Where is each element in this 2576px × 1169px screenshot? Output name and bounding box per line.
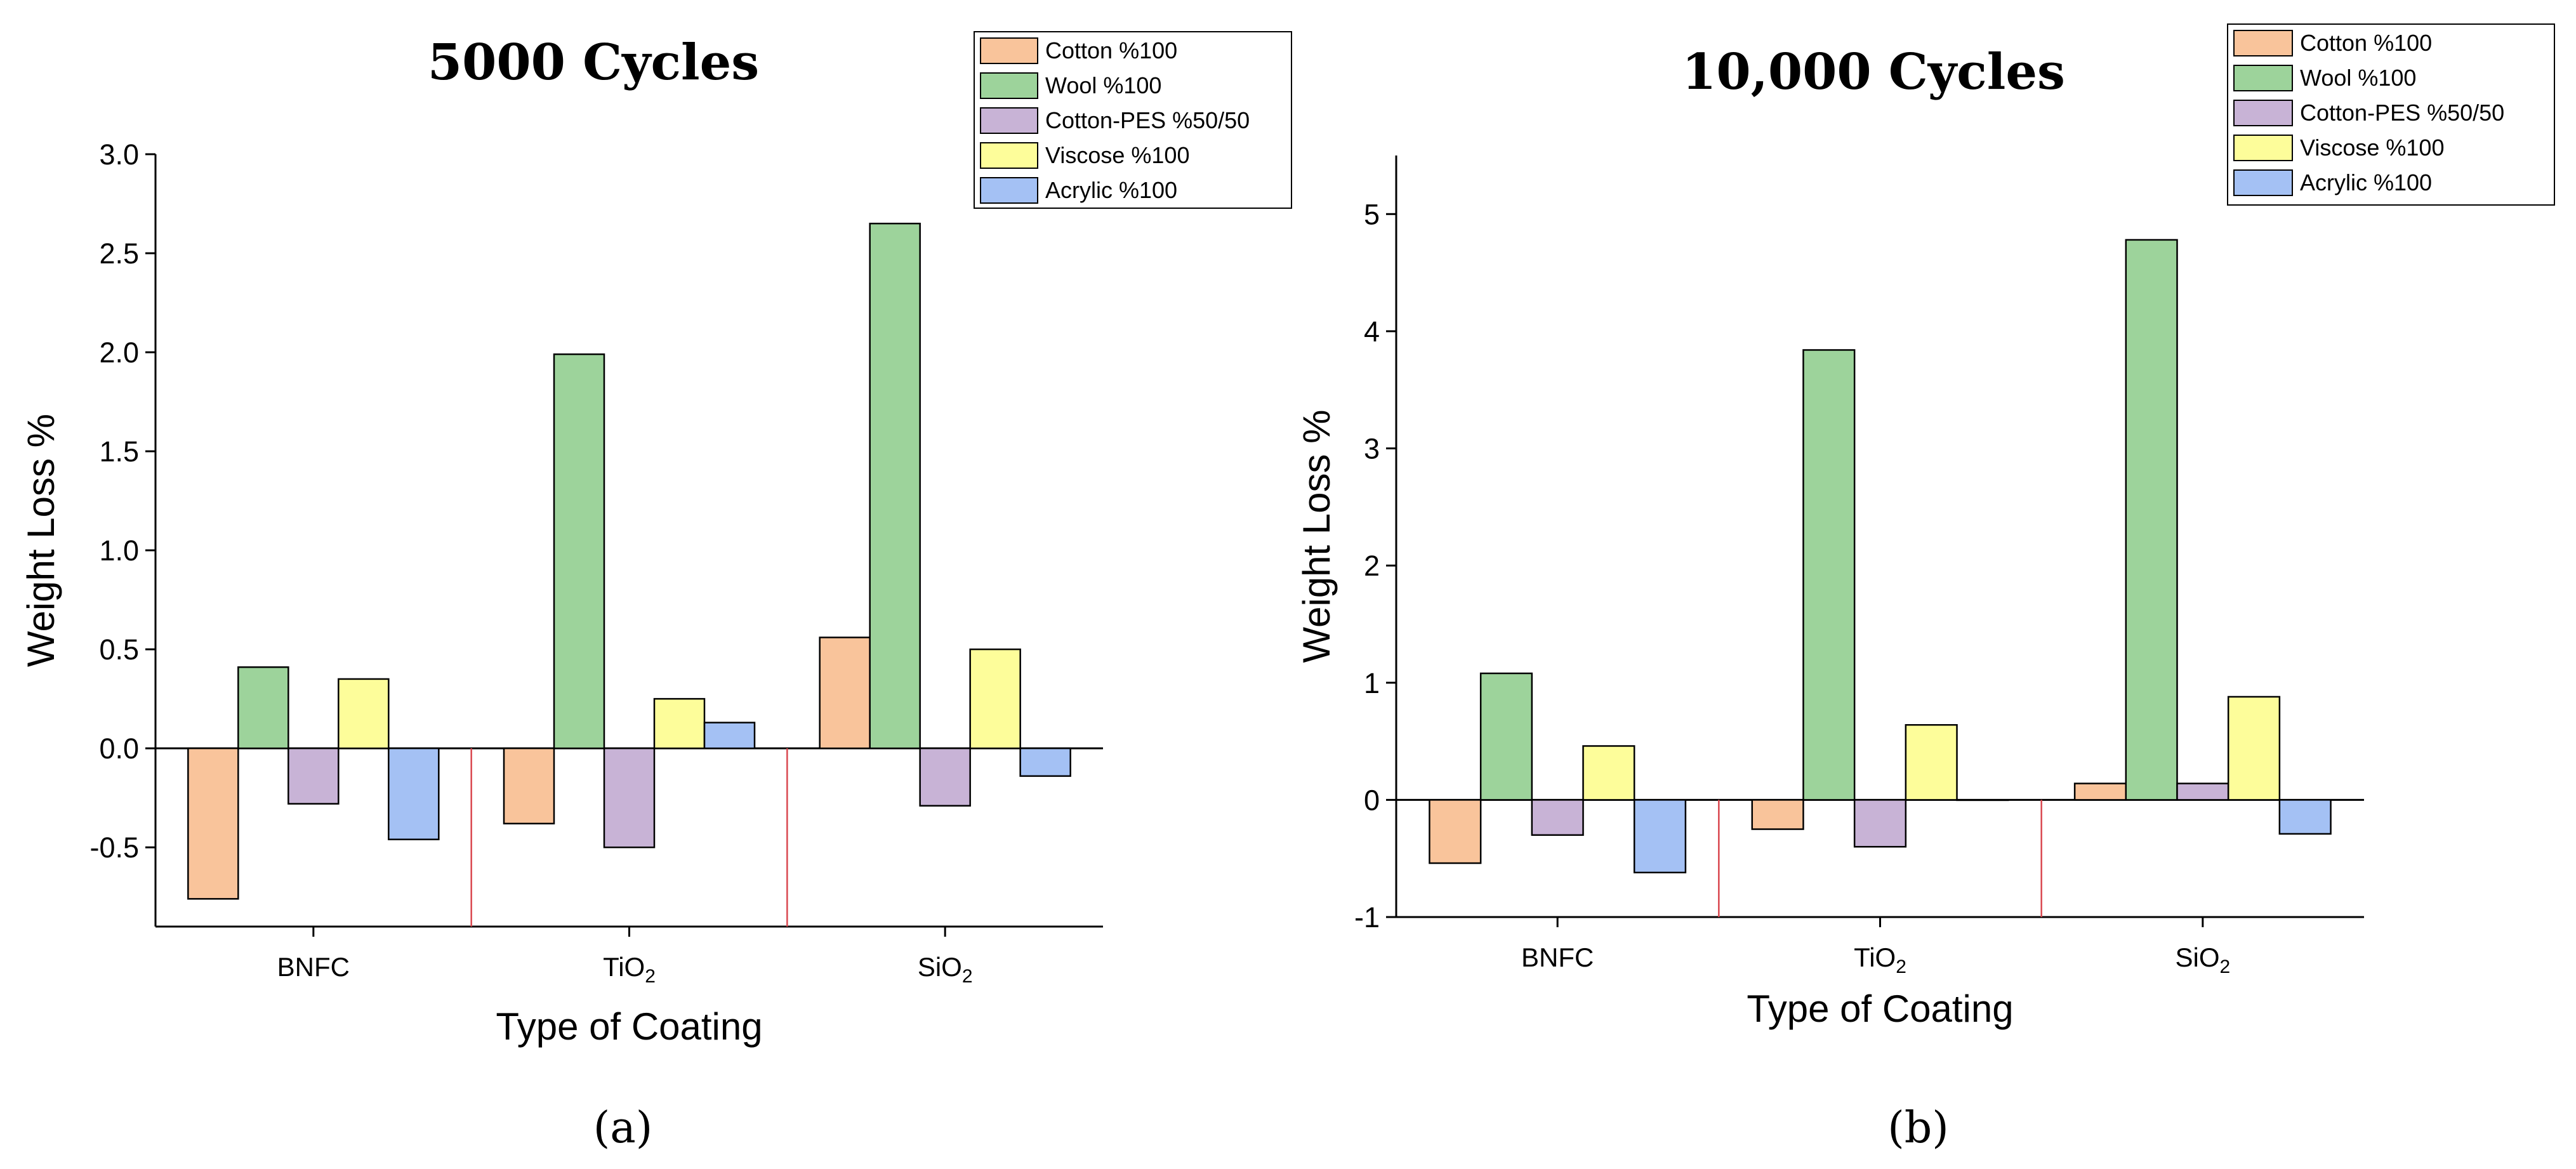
panel-label: (a) <box>593 1103 653 1153</box>
legend-swatch <box>980 142 1038 169</box>
bar <box>969 648 1021 750</box>
legend-label: Cotton-PES %50/50 <box>2300 100 2504 126</box>
legend-swatch <box>980 37 1038 64</box>
y-tick-label: 1.5 <box>99 435 139 468</box>
y-tick-label: -0.5 <box>89 831 139 864</box>
bar <box>338 678 390 750</box>
x-category-label: TiO2 <box>1854 942 1906 977</box>
bar <box>1905 723 1958 801</box>
y-tick-label: 5 <box>1364 198 1380 230</box>
bar <box>503 747 555 824</box>
bar <box>237 666 289 750</box>
legend-label: Viscose %100 <box>2300 135 2444 161</box>
bar <box>869 222 921 750</box>
y-tick-label: 0.0 <box>99 732 139 765</box>
x-category-label: SiO2 <box>918 952 973 987</box>
bar <box>2176 783 2229 801</box>
chart-10000-cycles: 10,000 Cycles 5 4 3 2 1 0 -1 BNFC TiO2 SiO2 Type of… <box>1295 23 2555 1153</box>
y-tick-label: 0.5 <box>99 633 139 666</box>
bar <box>1479 672 1533 801</box>
y-tick-label: 2 <box>1364 550 1380 582</box>
bar <box>819 637 871 750</box>
y-tick-label: 3 <box>1364 433 1380 465</box>
y-axis-title: Weight Loss % <box>1295 409 1338 663</box>
bar <box>919 747 971 807</box>
bar <box>1531 799 1584 836</box>
legend-swatch <box>980 72 1038 99</box>
bar <box>1802 349 1856 801</box>
y-tick-label: -1 <box>1354 901 1380 934</box>
x-category-label: SiO2 <box>2175 942 2230 977</box>
y-tick-label: 1.0 <box>99 534 139 567</box>
x-category-label: BNFC <box>1521 942 1594 972</box>
legend-label: Viscose %100 <box>1045 142 1189 168</box>
bar <box>287 747 340 805</box>
bar <box>2278 799 2332 835</box>
chart-title: 5000 Cycles <box>428 34 759 91</box>
legend-label: Cotton-PES %50/50 <box>1045 107 1250 133</box>
bar <box>1751 799 1804 830</box>
bar <box>388 747 440 840</box>
bar <box>1429 799 1482 864</box>
legend-label: Cotton %100 <box>2300 30 2432 56</box>
y-tick-label: 4 <box>1364 315 1380 348</box>
x-category-label: BNFC <box>277 952 350 982</box>
y-tick-label: 0 <box>1364 784 1380 816</box>
bar <box>1582 745 1635 801</box>
y-tick-label: 2.0 <box>99 336 139 369</box>
y-tick-label: 1 <box>1364 667 1380 699</box>
legend-swatch <box>2233 65 2293 91</box>
legend-swatch <box>980 107 1038 134</box>
bar <box>1019 747 1071 777</box>
x-category-label: TiO2 <box>603 952 656 987</box>
bar <box>1853 799 1907 848</box>
bar <box>2227 696 2281 801</box>
bar <box>703 722 756 750</box>
legend-swatch <box>2233 30 2293 56</box>
bar <box>553 353 605 750</box>
legend-swatch <box>2233 135 2293 161</box>
bar <box>2125 239 2178 801</box>
legend-swatch <box>2233 100 2293 126</box>
bar <box>653 697 706 750</box>
x-axis-title: Type of Coating <box>1747 987 2013 1030</box>
legend-label: Wool %100 <box>1045 72 1161 98</box>
chart-5000-cycles: 5000 Cycles 3.0 2.5 2.0 1.5 1.0 0.5 0.0 -0.5 BNFC… <box>20 31 1292 1153</box>
bar <box>603 747 656 849</box>
panel-label: (b) <box>1887 1103 1949 1153</box>
legend-swatch <box>980 177 1038 204</box>
chart-title: 10,000 Cycles <box>1682 43 2065 101</box>
y-tick-label: 3.0 <box>99 138 139 171</box>
bar <box>1633 799 1687 874</box>
x-axis-title: Type of Coating <box>496 1005 762 1048</box>
bar <box>187 747 239 900</box>
legend-label: Acrylic %100 <box>2300 169 2432 195</box>
bar <box>2073 783 2127 801</box>
legend-label: Wool %100 <box>2300 65 2416 91</box>
y-tick-label: 2.5 <box>99 237 139 270</box>
legend-swatch <box>2233 169 2293 196</box>
y-axis-title: Weight Loss % <box>20 414 62 667</box>
legend-label: Cotton %100 <box>1045 37 1177 63</box>
legend-label: Acrylic %100 <box>1045 177 1177 203</box>
